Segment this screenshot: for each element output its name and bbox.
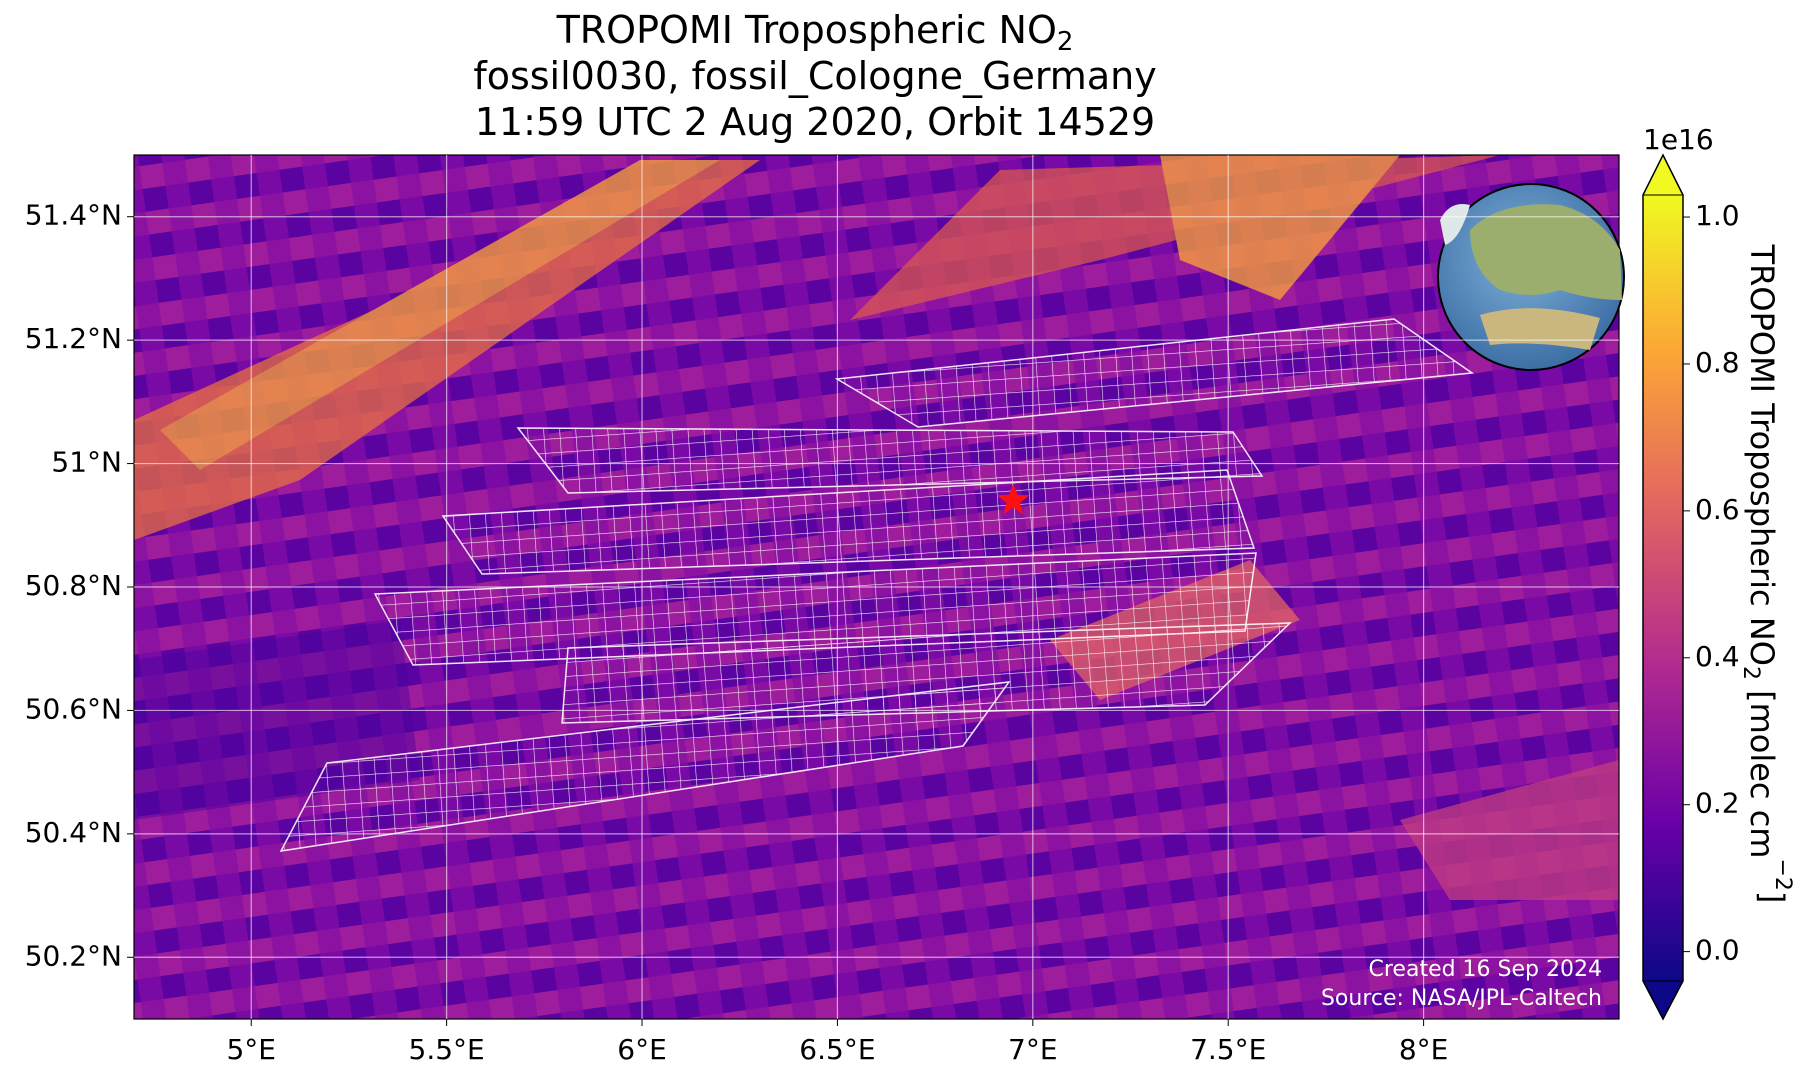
y-tick-label: 51.4°N <box>25 199 122 232</box>
colorbar-offset: 1e16 <box>1643 123 1714 156</box>
colorbar-body <box>1643 195 1683 981</box>
site-marker <box>997 483 1030 515</box>
colorbar-outline <box>1642 153 1684 1021</box>
colorbar-tick-label: 0.8 <box>1695 346 1740 379</box>
inset-globe <box>1437 183 1625 371</box>
y-tick-label: 50.2°N <box>25 939 122 972</box>
colorbar-label-part: TROPOMI Tropospheric NO <box>1743 244 1781 666</box>
colorbar-label: TROPOMI Tropospheric NO2 [molec cm−2] <box>1738 244 1795 904</box>
colorbar-tick-label: 0.6 <box>1695 493 1740 526</box>
x-tick-label: 8°E <box>1399 1033 1449 1066</box>
colorbar-extend-bottom <box>1642 980 1684 1021</box>
title-line: 11:59 UTC 2 Aug 2020, Orbit 14529 <box>475 100 1155 144</box>
colorbar-label-part: [molec cm <box>1743 680 1781 859</box>
x-tick-label: 6.5°E <box>799 1033 875 1066</box>
y-tick-label: 50.4°N <box>25 816 122 849</box>
y-tick-label: 51.2°N <box>25 322 122 355</box>
title-text: TROPOMI Tropospheric NO <box>556 8 1057 52</box>
footer-text: Created 16 Sep 2024 <box>1369 957 1603 982</box>
title-subscript: 2 <box>1057 27 1074 57</box>
x-tick-label: 5°E <box>226 1033 276 1066</box>
title-text: fossil0030, fossil_Cologne_Germany <box>473 54 1156 98</box>
colorbar-label-part: ] <box>1753 891 1791 903</box>
colorbar-tick-label: 0.4 <box>1695 640 1740 673</box>
colorbar-extend-top <box>1642 153 1684 196</box>
title-text: 11:59 UTC 2 Aug 2020, Orbit 14529 <box>475 100 1155 144</box>
title-line: fossil0030, fossil_Cologne_Germany <box>473 54 1156 98</box>
x-tick-label: 6°E <box>617 1033 667 1066</box>
colorbar-tick-label: 1.0 <box>1695 199 1740 232</box>
colorbar-label-part: −2 <box>1770 858 1795 890</box>
x-tick-label: 5.5°E <box>409 1033 485 1066</box>
colorbar-tick-label: 0.0 <box>1695 934 1740 967</box>
colorbar-label-part: 2 <box>1738 666 1763 680</box>
colorbar: 0.0 0.2 0.4 0.6 0.8 1.0 <box>1642 153 1740 1021</box>
y-tick-label: 50.8°N <box>25 569 122 602</box>
x-tick-label: 7.5°E <box>1190 1033 1266 1066</box>
colorbar-tick-label: 0.2 <box>1695 787 1740 820</box>
y-tick-label: 50.6°N <box>25 692 122 725</box>
target-swaths <box>279 318 1475 852</box>
footer-text: Source: NASA/JPL-Caltech <box>1321 986 1602 1011</box>
title-line: TROPOMI Tropospheric NO2 <box>556 8 1074 57</box>
x-tick-label: 7°E <box>1008 1033 1058 1066</box>
y-tick-label: 51°N <box>51 446 122 479</box>
